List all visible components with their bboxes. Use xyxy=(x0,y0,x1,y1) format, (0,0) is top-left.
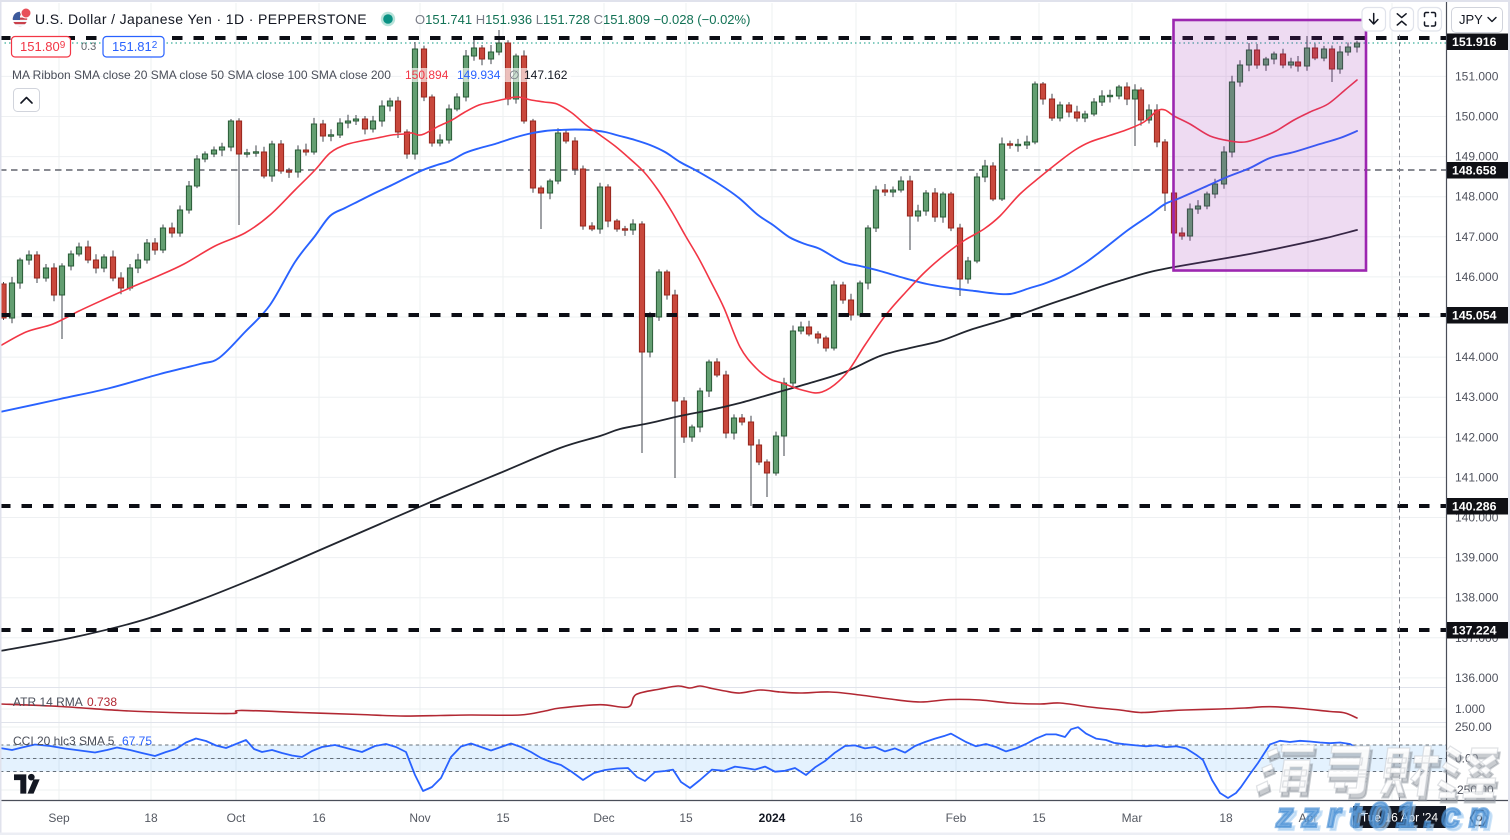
svg-text:151.812: 151.812 xyxy=(112,39,158,54)
svg-text:145.054: 145.054 xyxy=(1452,309,1497,323)
svg-text:138.000: 138.000 xyxy=(1455,591,1499,605)
svg-text:150.894: 150.894 xyxy=(405,68,449,82)
svg-text:250.00: 250.00 xyxy=(1455,720,1492,734)
svg-text:18: 18 xyxy=(1219,811,1233,825)
svg-text:137.224: 137.224 xyxy=(1452,624,1497,638)
svg-text:140.286: 140.286 xyxy=(1452,500,1497,514)
svg-text:139.000: 139.000 xyxy=(1455,551,1499,565)
svg-text:1.000: 1.000 xyxy=(1455,702,1485,716)
svg-text:Oct: Oct xyxy=(227,811,246,825)
svg-text:15: 15 xyxy=(496,811,510,825)
svg-text:MA Ribbon SMA close 20 SMA clo: MA Ribbon SMA close 20 SMA close 50 SMA … xyxy=(12,68,391,82)
svg-text:151.809: 151.809 xyxy=(20,39,66,54)
svg-text:141.000: 141.000 xyxy=(1455,470,1499,484)
svg-text:147.000: 147.000 xyxy=(1455,230,1499,244)
svg-text:16: 16 xyxy=(312,811,326,825)
svg-text:2024: 2024 xyxy=(759,811,786,825)
svg-text:18: 18 xyxy=(144,811,158,825)
svg-text:147.162: 147.162 xyxy=(524,68,568,82)
svg-text:144.000: 144.000 xyxy=(1455,350,1499,364)
svg-text:JPY: JPY xyxy=(1459,12,1483,27)
svg-text:142.000: 142.000 xyxy=(1455,430,1499,444)
svg-text:Mar: Mar xyxy=(1122,811,1143,825)
svg-text:16: 16 xyxy=(849,811,863,825)
svg-text:Sep: Sep xyxy=(48,811,70,825)
svg-text:Feb: Feb xyxy=(946,811,967,825)
svg-text:zzrt01.cn: zzrt01.cn xyxy=(1275,796,1490,835)
svg-text:67.75: 67.75 xyxy=(122,734,152,748)
svg-text:ATR 14 RMA: ATR 14 RMA xyxy=(13,695,83,709)
svg-text:151.000: 151.000 xyxy=(1455,69,1499,83)
svg-text:O151.741 H151.936 L151.728 C15: O151.741 H151.936 L151.728 C151.809 −0.0… xyxy=(415,12,750,27)
svg-text:U.S. Dollar / Japanese Yen · 1: U.S. Dollar / Japanese Yen · 1D · PEPPER… xyxy=(35,11,367,27)
svg-text:Dec: Dec xyxy=(593,811,614,825)
svg-text:136.000: 136.000 xyxy=(1455,671,1499,685)
svg-text:15: 15 xyxy=(679,811,693,825)
svg-text:149.934: 149.934 xyxy=(457,68,501,82)
svg-text:148.658: 148.658 xyxy=(1452,164,1497,178)
svg-text:Nov: Nov xyxy=(409,811,430,825)
svg-text:0.3: 0.3 xyxy=(81,41,96,53)
svg-text:CCI 20 hlc3 SMA 5: CCI 20 hlc3 SMA 5 xyxy=(13,734,115,748)
svg-text:0.738: 0.738 xyxy=(87,695,117,709)
svg-text:151.916: 151.916 xyxy=(1452,35,1497,49)
svg-text:149.000: 149.000 xyxy=(1455,150,1499,164)
svg-text:143.000: 143.000 xyxy=(1455,390,1499,404)
svg-text:∅: ∅ xyxy=(509,68,519,82)
svg-text:15: 15 xyxy=(1032,811,1046,825)
svg-text:148.000: 148.000 xyxy=(1455,190,1499,204)
svg-text:150.000: 150.000 xyxy=(1455,110,1499,124)
svg-text:146.000: 146.000 xyxy=(1455,270,1499,284)
